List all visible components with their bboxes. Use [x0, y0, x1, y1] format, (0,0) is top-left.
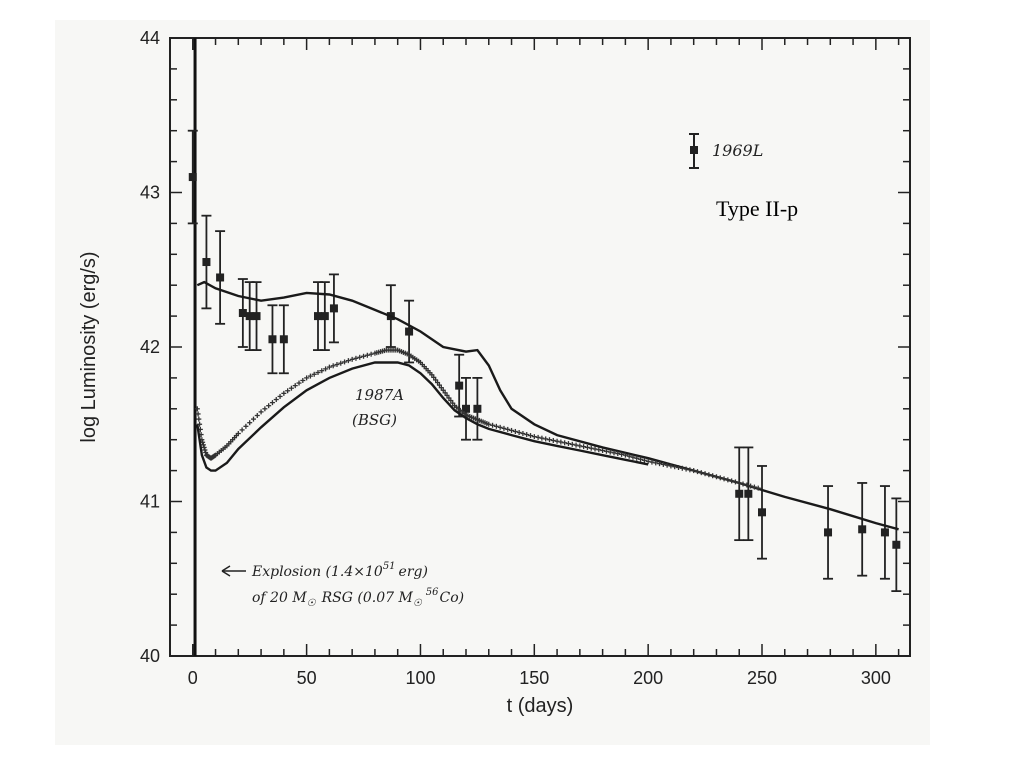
x-axis-title: t (days) — [507, 695, 574, 717]
explosion-text-3: RSG (0.07 M — [321, 590, 414, 606]
point-1969l — [858, 525, 867, 534]
label-bsg: (BSG) — [352, 411, 397, 429]
point-1969l — [252, 312, 261, 321]
major-ticks — [170, 37, 910, 657]
x-tick-label: 50 — [297, 668, 317, 688]
point-1969l — [744, 489, 753, 498]
point-1969l — [279, 335, 288, 344]
point-1969l — [320, 312, 329, 321]
x-tick-labels: 0 50 100 150 200 250 300 — [188, 668, 891, 688]
point-1969l — [188, 173, 197, 182]
point-1969l — [473, 404, 482, 413]
explosion-unit: erg) — [399, 564, 428, 580]
point-1969l — [462, 404, 470, 413]
y-tick-label: 41 — [140, 492, 160, 512]
x-tick-label: 200 — [633, 668, 663, 688]
x-tick-label: 300 — [861, 668, 891, 688]
point-1969l — [314, 312, 322, 321]
x-tick-label: 250 — [747, 668, 777, 688]
type-label: Type II-p — [716, 196, 798, 221]
legend: 1969L — [689, 133, 763, 169]
explosion-sun-2: ☉ — [413, 598, 423, 609]
series-1987a — [194, 347, 761, 491]
x-tick-label: 0 — [188, 668, 198, 688]
point-1969l — [892, 540, 901, 549]
point-1969l — [455, 381, 464, 390]
point-1969l — [238, 309, 247, 318]
x-tick-label: 150 — [519, 668, 549, 688]
explosion-text-2: of 20 M — [252, 590, 307, 606]
series-model-bsg — [196, 361, 649, 472]
explosion-text-1: Explosion (1.4×10 — [251, 564, 383, 580]
point-1969l — [880, 528, 889, 537]
y-tick-label: 40 — [140, 646, 160, 666]
point-1969l — [268, 335, 277, 344]
line-model-bsg — [196, 361, 649, 472]
point-1969l — [824, 528, 833, 537]
y-tick-label: 44 — [140, 28, 160, 48]
point-1969l — [202, 258, 211, 267]
y-tick-label: 43 — [140, 183, 160, 203]
point-1969l — [216, 273, 225, 282]
y-tick-label: 42 — [140, 337, 160, 357]
series-1969l — [187, 129, 902, 593]
svg-text:of 20 M☉RSG (0.07 M☉56Co): of 20 M☉ RSG (0.07 M☉56Co) — [252, 587, 464, 609]
paper-background — [55, 20, 930, 745]
point-1969l — [405, 327, 414, 336]
point-1969l — [758, 508, 766, 517]
legend-label-1969l: 1969L — [712, 141, 763, 160]
series-layer — [187, 129, 902, 593]
y-tick-labels: 40 41 42 43 44 — [140, 28, 160, 666]
y-axis-title: log Luminosity (erg/s) — [78, 251, 100, 442]
explosion-annotation: Explosion (1.4×1051 erg) of 20 M☉ RSG (0.0… — [221, 561, 464, 609]
minor-ticks — [170, 38, 910, 656]
x-tick-label: 100 — [405, 668, 435, 688]
explosion-exp-56: 56 — [426, 587, 439, 598]
point-1969l — [245, 312, 254, 321]
label-1987a: 1987A — [355, 386, 404, 404]
legend-marker — [690, 146, 698, 154]
explosion-co: Co) — [440, 590, 465, 606]
point-1969l — [329, 304, 338, 313]
explosion-exp-51: 51 — [383, 561, 396, 572]
explosion-sun-1: ☉ — [307, 598, 317, 609]
point-1969l — [735, 489, 744, 498]
